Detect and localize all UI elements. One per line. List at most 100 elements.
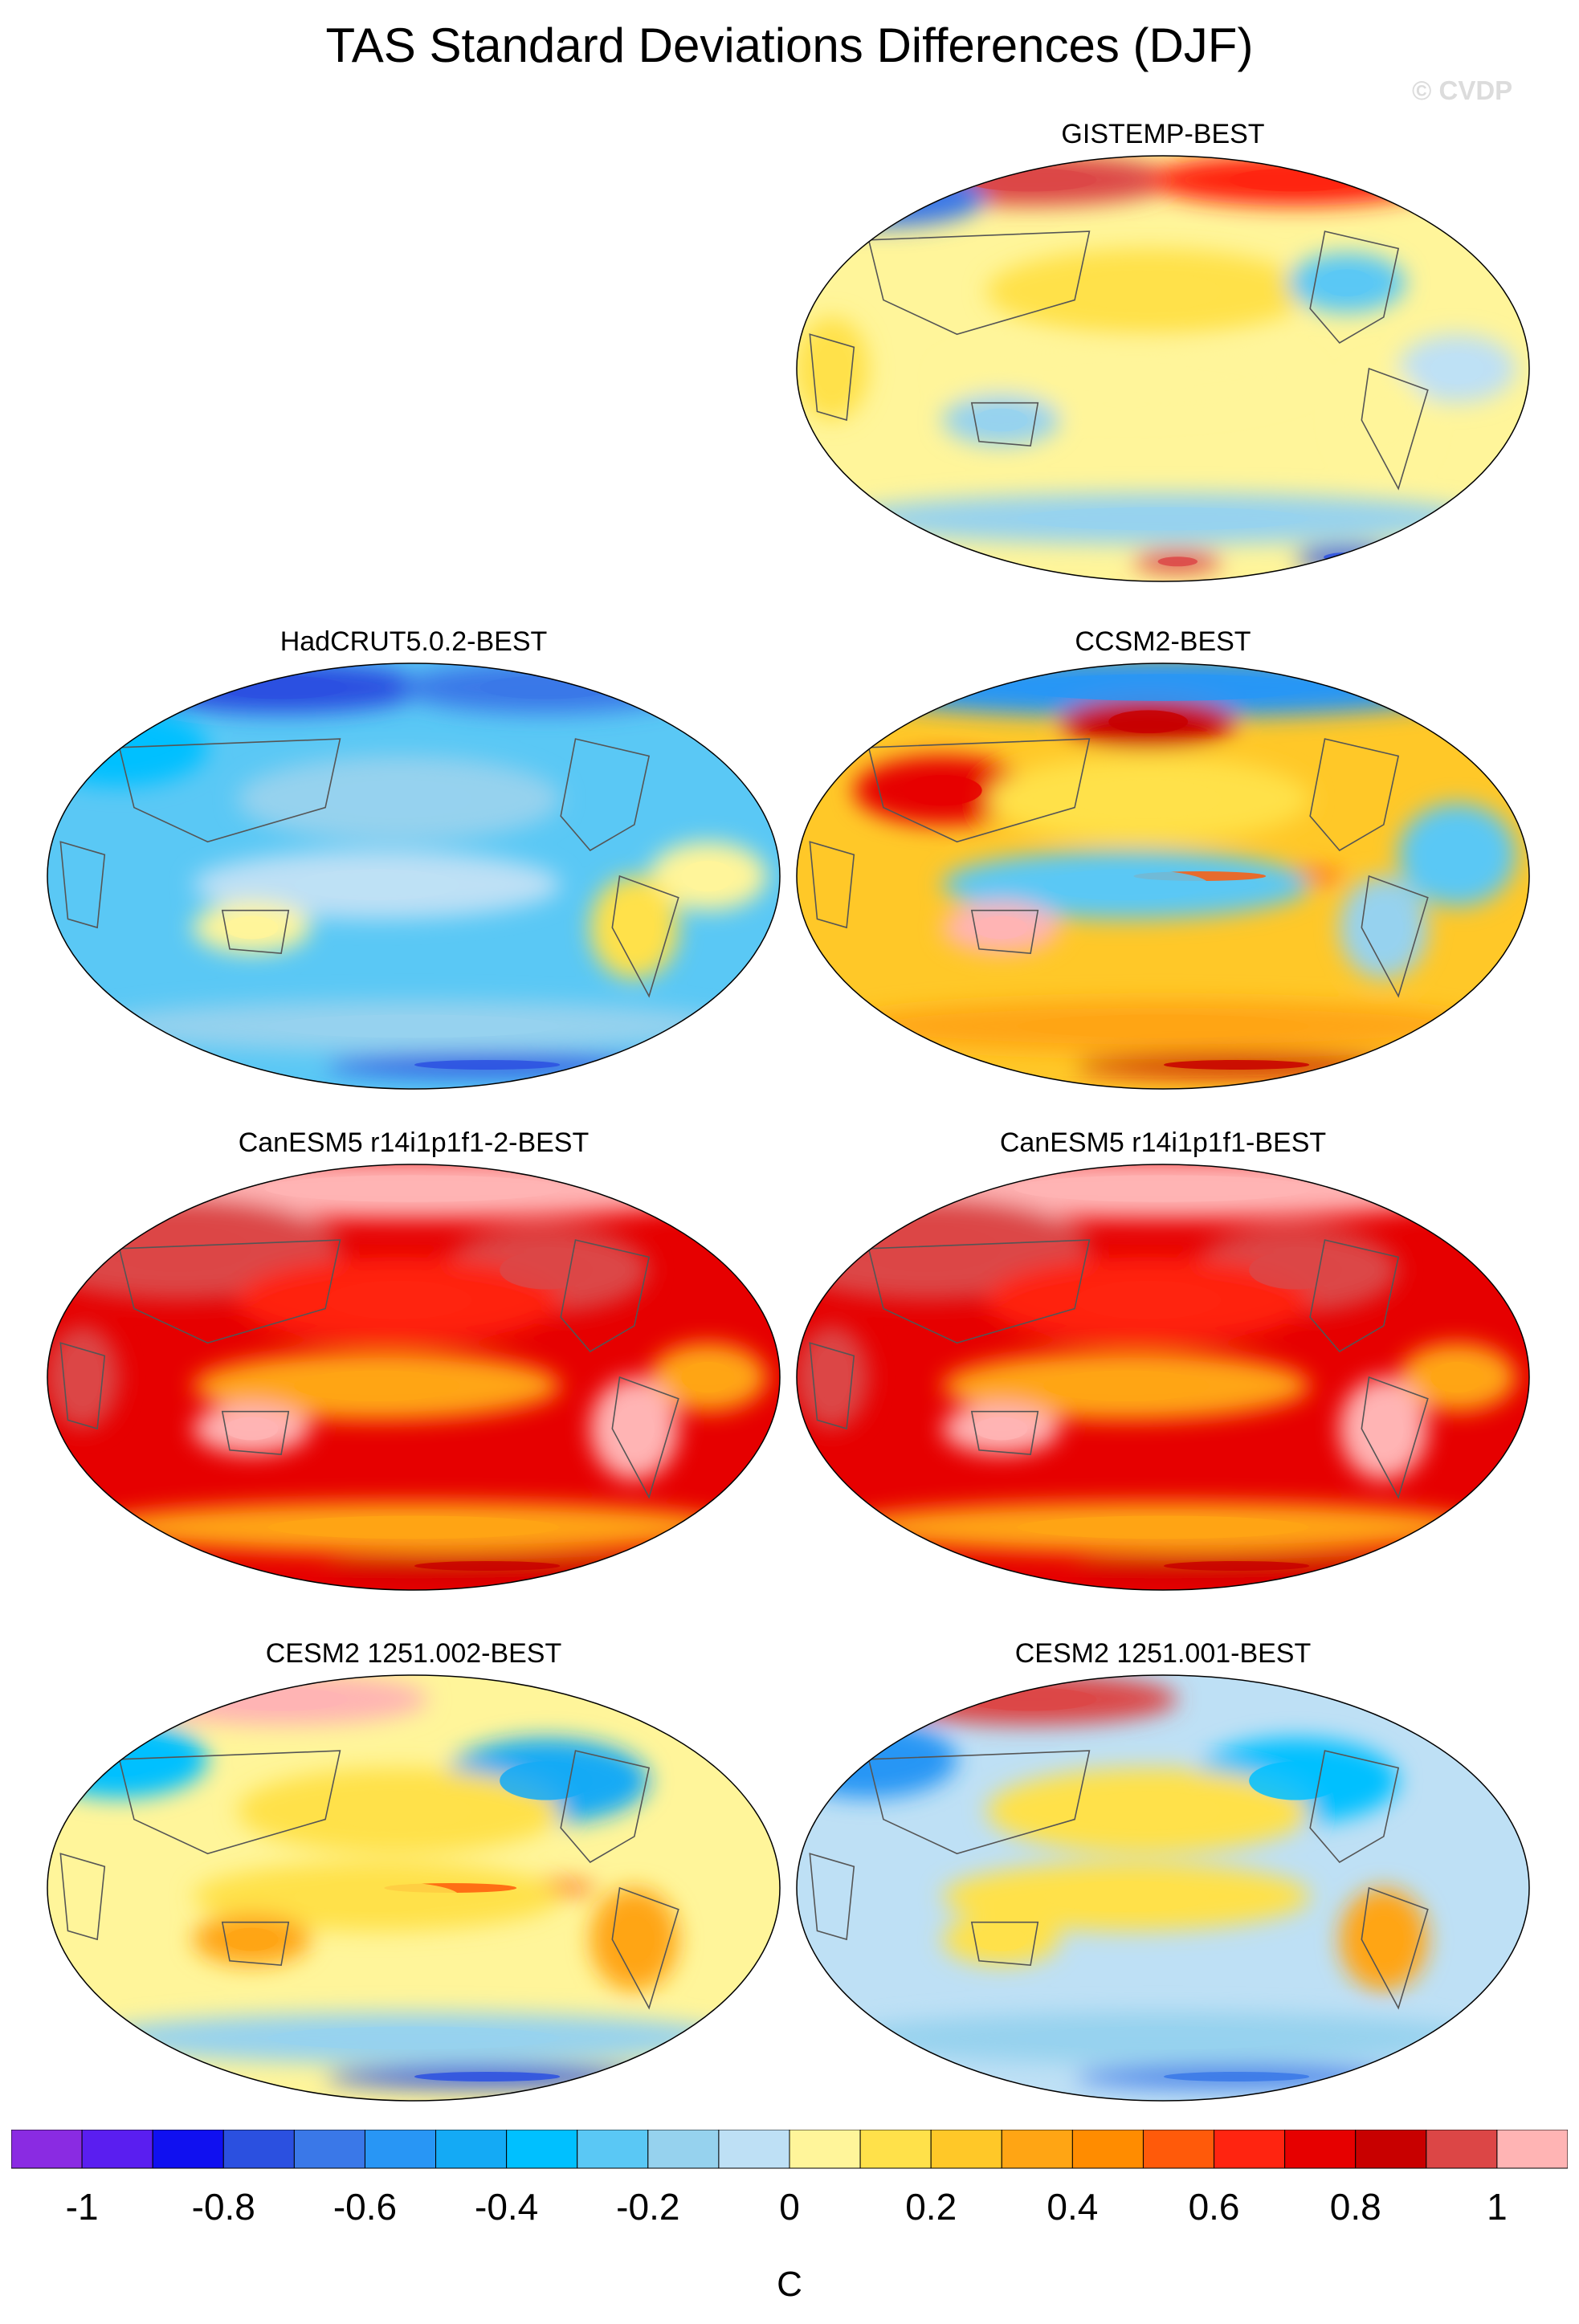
colorbar-tick-label: -0.4 xyxy=(475,2186,538,2228)
coastline-outline xyxy=(809,333,855,422)
region-anomaly-core xyxy=(325,1280,472,1319)
region-anomaly-core xyxy=(1364,1405,1404,1452)
region-anomaly-core xyxy=(1163,2071,1310,2081)
coastline-outline xyxy=(1309,230,1400,344)
page-title: TAS Standard Deviations Differences (DJF… xyxy=(325,18,1254,72)
panel-title: CESM2 1251.002-BEST xyxy=(265,1638,562,1669)
coastline-outline xyxy=(221,1921,290,1966)
region-anomaly-core xyxy=(1430,1361,1484,1393)
region-anomaly-core xyxy=(1017,2026,1309,2050)
region-anomaly-core xyxy=(80,730,160,765)
coastline-outline xyxy=(970,402,1039,446)
panel-title: CanESM5 r14i1p1f1-2-BEST xyxy=(238,1127,590,1158)
coastline-outline xyxy=(1309,1750,1400,1863)
colorbar-swatch xyxy=(435,2130,508,2169)
region-anomaly-core xyxy=(614,1405,655,1452)
region-anomaly-core xyxy=(1075,779,1222,818)
region-anomaly-core xyxy=(1163,1059,1310,1070)
region-anomaly-core xyxy=(325,1791,472,1830)
world-map-heatmap xyxy=(47,663,781,1090)
colorbar-swatch xyxy=(1142,2130,1215,2169)
coastline-outline xyxy=(118,1750,341,1855)
region-anomaly-core xyxy=(837,183,930,211)
map-panel: HadCRUT5.0.2-BEST xyxy=(46,626,781,1095)
map-panel: CCSM2-BEST xyxy=(795,626,1531,1095)
region-anomaly-core xyxy=(1249,1250,1342,1290)
region-anomaly-core xyxy=(1017,1014,1309,1038)
colorbar-tick-label: 0 xyxy=(779,2186,800,2228)
map-border xyxy=(47,1164,781,1591)
colorbar-swatch xyxy=(647,2130,720,2169)
world-map-heatmap xyxy=(47,1164,781,1591)
coastline-outline xyxy=(611,875,679,998)
region-anomaly-core xyxy=(902,774,982,806)
region-anomaly-core xyxy=(414,1560,561,1571)
map-border xyxy=(796,1164,1530,1591)
coastline-outline xyxy=(560,1239,651,1352)
region-anomaly-core xyxy=(214,1687,348,1711)
panel-title: CanESM5 r14i1p1f1-BEST xyxy=(999,1127,1327,1158)
region-anomaly-core xyxy=(681,1361,735,1393)
coastline-outline xyxy=(59,1853,106,1941)
region-anomaly-core xyxy=(479,675,613,699)
coastline-outline xyxy=(118,1239,341,1344)
colorbar-swatch xyxy=(1496,2130,1568,2169)
coastline-outline xyxy=(59,841,106,929)
region-anomaly-core xyxy=(66,1354,100,1401)
map-panel: GISTEMP-BEST xyxy=(795,119,1531,588)
region-anomaly-core xyxy=(80,1742,160,1777)
coastline-outline xyxy=(1361,875,1429,998)
coastline-outline xyxy=(1361,367,1429,491)
coastline-outline xyxy=(867,230,1091,336)
coastline-outline xyxy=(560,1750,651,1863)
region-anomaly-core xyxy=(225,1927,279,1951)
region-anomaly-core xyxy=(614,904,655,951)
coastline-outline xyxy=(809,1342,855,1430)
region-anomaly-core xyxy=(815,1354,849,1401)
colorbar-swatch xyxy=(11,2130,83,2169)
region-anomaly-core xyxy=(500,1250,593,1290)
map-panel: CESM2 1251.002-BEST xyxy=(46,1638,781,2107)
coastline-outline xyxy=(867,738,1091,843)
region-anomaly-core xyxy=(815,345,849,392)
region-anomaly-core xyxy=(1043,361,1210,393)
coastline-outline xyxy=(560,738,651,851)
colorbar-tick-label: -0.6 xyxy=(333,2186,397,2228)
panel-title: CESM2 1251.001-BEST xyxy=(1014,1638,1312,1669)
region-anomaly-core xyxy=(1075,1791,1222,1830)
colorbar-unit-label: C xyxy=(777,2265,802,2304)
colorbar-tick-label: -0.8 xyxy=(192,2186,255,2228)
region-anomaly-core xyxy=(1430,831,1484,879)
region-anomaly-core xyxy=(681,860,735,892)
region-anomaly-core xyxy=(974,1417,1028,1441)
region-anomaly-core xyxy=(264,1175,563,1202)
coastline-outline xyxy=(1361,1376,1429,1499)
coastline-outline xyxy=(970,1921,1039,1966)
region-anomaly-core xyxy=(1108,710,1189,734)
colorbar: -1 -0.8 -0.6 -0.4 -0.2 0 0.2 0.4 0.6 0.8 1 xyxy=(11,2130,1568,2228)
colorbar-swatch xyxy=(293,2130,365,2169)
region-anomaly-core xyxy=(1320,269,1373,297)
region-anomaly-core xyxy=(1043,1881,1210,1912)
region-anomaly-core xyxy=(414,2071,561,2081)
region-anomaly-core xyxy=(414,1059,561,1070)
map-panel: CESM2 1251.001-BEST xyxy=(795,1638,1531,2107)
coastline-outline xyxy=(611,1886,679,2010)
region-anomaly-core xyxy=(974,1927,1028,1951)
region-anomaly-core xyxy=(1364,904,1404,951)
region-anomaly-core xyxy=(1364,1916,1404,1963)
world-map-heatmap xyxy=(47,1674,781,2102)
region-anomaly-core xyxy=(1017,1515,1309,1539)
region-anomaly-core xyxy=(500,1761,593,1800)
colorbar-tick-label: -1 xyxy=(66,2186,99,2228)
coastline-outline xyxy=(1361,1886,1429,2010)
map-panel: CanESM5 r14i1p1f1-BEST xyxy=(795,1127,1531,1596)
region-anomaly-core xyxy=(267,1014,560,1038)
colorbar-swatch xyxy=(930,2130,1002,2169)
region-anomaly-core xyxy=(1364,397,1404,443)
coastline-outline xyxy=(1309,738,1400,851)
colorbar-swatch xyxy=(152,2130,224,2169)
colorbar-swatch xyxy=(81,2130,153,2169)
region-anomaly-core xyxy=(1075,1280,1222,1319)
region-anomaly-core xyxy=(225,915,279,940)
